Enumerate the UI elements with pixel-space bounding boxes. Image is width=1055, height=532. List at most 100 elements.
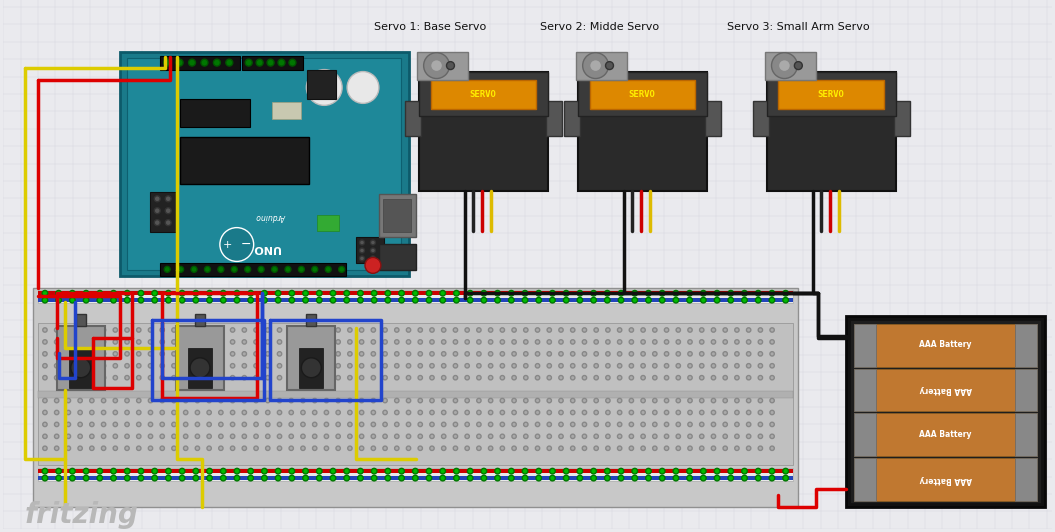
Circle shape — [101, 328, 106, 332]
Circle shape — [477, 422, 481, 427]
Circle shape — [711, 340, 715, 344]
Circle shape — [395, 352, 399, 356]
Circle shape — [454, 352, 458, 356]
Circle shape — [454, 297, 459, 303]
Circle shape — [248, 297, 253, 303]
Circle shape — [160, 410, 165, 414]
Circle shape — [467, 290, 473, 296]
Bar — [853, 369, 876, 411]
Circle shape — [454, 398, 458, 403]
Circle shape — [66, 352, 71, 356]
Circle shape — [617, 328, 621, 332]
Circle shape — [267, 59, 274, 66]
Circle shape — [243, 340, 247, 344]
Circle shape — [395, 434, 399, 438]
Circle shape — [335, 422, 341, 427]
Text: +: + — [224, 239, 232, 250]
Circle shape — [335, 340, 341, 344]
Circle shape — [289, 297, 294, 303]
Circle shape — [559, 398, 563, 403]
Circle shape — [177, 267, 184, 272]
Circle shape — [734, 434, 740, 438]
Text: AAA Battery: AAA Battery — [919, 340, 972, 350]
Circle shape — [43, 434, 47, 438]
Circle shape — [563, 297, 569, 303]
Circle shape — [195, 434, 199, 438]
Circle shape — [166, 468, 171, 474]
Circle shape — [230, 434, 235, 438]
Circle shape — [101, 363, 106, 368]
Circle shape — [711, 446, 715, 451]
Circle shape — [769, 475, 774, 481]
Circle shape — [617, 422, 621, 427]
Circle shape — [234, 290, 239, 296]
Circle shape — [747, 398, 751, 403]
Circle shape — [723, 376, 727, 380]
Circle shape — [577, 468, 582, 474]
Circle shape — [783, 290, 788, 296]
Circle shape — [734, 422, 740, 427]
Circle shape — [582, 53, 609, 79]
Circle shape — [371, 468, 377, 474]
Circle shape — [43, 398, 47, 403]
Circle shape — [172, 434, 176, 438]
Circle shape — [594, 340, 598, 344]
Circle shape — [454, 446, 458, 451]
Circle shape — [124, 290, 130, 296]
Circle shape — [500, 352, 504, 356]
Circle shape — [172, 363, 176, 368]
Circle shape — [231, 267, 237, 272]
Circle shape — [213, 59, 220, 66]
Circle shape — [184, 363, 188, 368]
Circle shape — [370, 240, 376, 245]
Circle shape — [344, 468, 349, 474]
Circle shape — [535, 434, 540, 438]
Circle shape — [591, 475, 596, 481]
Circle shape — [136, 398, 141, 403]
Circle shape — [535, 328, 540, 332]
Circle shape — [759, 434, 763, 438]
Circle shape — [83, 297, 89, 303]
Circle shape — [711, 328, 715, 332]
Circle shape — [454, 340, 458, 344]
Circle shape — [207, 290, 212, 296]
Circle shape — [629, 446, 634, 451]
Circle shape — [714, 468, 720, 474]
Bar — [1015, 413, 1037, 456]
Circle shape — [335, 434, 341, 438]
Circle shape — [571, 446, 575, 451]
Circle shape — [563, 290, 569, 296]
Circle shape — [101, 410, 106, 414]
Circle shape — [371, 410, 376, 414]
Circle shape — [512, 410, 516, 414]
Circle shape — [90, 363, 94, 368]
Circle shape — [395, 446, 399, 451]
Circle shape — [770, 363, 774, 368]
Circle shape — [360, 376, 364, 380]
Circle shape — [371, 340, 376, 344]
Bar — [271, 102, 302, 119]
Circle shape — [646, 297, 651, 303]
Circle shape — [594, 352, 598, 356]
Circle shape — [383, 352, 387, 356]
Circle shape — [348, 422, 352, 427]
Circle shape — [591, 290, 596, 296]
Circle shape — [454, 475, 459, 481]
Circle shape — [653, 328, 657, 332]
Circle shape — [43, 352, 47, 356]
Circle shape — [523, 340, 528, 344]
Circle shape — [747, 328, 751, 332]
Circle shape — [266, 376, 270, 380]
Circle shape — [275, 297, 281, 303]
Circle shape — [629, 398, 634, 403]
Circle shape — [676, 398, 680, 403]
Circle shape — [606, 340, 610, 344]
Bar — [150, 192, 177, 231]
Circle shape — [312, 410, 316, 414]
Circle shape — [243, 410, 247, 414]
Circle shape — [301, 422, 305, 427]
Circle shape — [243, 376, 247, 380]
Circle shape — [149, 352, 153, 356]
Bar — [379, 194, 416, 237]
Circle shape — [55, 376, 59, 380]
